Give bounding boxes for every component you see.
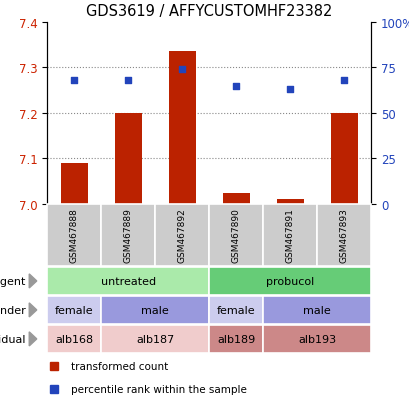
Text: GSM467888: GSM467888 (70, 208, 79, 263)
Bar (209, 204, 263, 266)
Bar (209, 325, 263, 353)
Text: female: female (216, 305, 255, 315)
Bar (61, 164, 88, 204)
Text: alb168: alb168 (55, 334, 93, 344)
Text: GSM467892: GSM467892 (177, 208, 186, 263)
Bar (47, 204, 101, 266)
Bar (101, 325, 209, 353)
Bar (316, 204, 370, 266)
Text: male: male (141, 305, 169, 315)
Bar (222, 193, 249, 204)
Bar (101, 296, 209, 324)
Text: percentile rank within the sample: percentile rank within the sample (71, 384, 247, 394)
Text: GSM467889: GSM467889 (124, 208, 132, 263)
Bar (115, 114, 141, 204)
Polygon shape (29, 303, 37, 317)
Bar (263, 296, 370, 324)
Bar (209, 267, 370, 295)
Bar (209, 296, 263, 324)
Text: probucol: probucol (265, 276, 313, 286)
Text: GSM467891: GSM467891 (285, 208, 294, 263)
Bar (276, 200, 303, 204)
Text: GSM467893: GSM467893 (339, 208, 348, 263)
Bar (47, 296, 101, 324)
Point (232, 83, 239, 90)
Title: GDS3619 / AFFYCUSTOMHF23382: GDS3619 / AFFYCUSTOMHF23382 (86, 4, 331, 19)
Bar (155, 204, 209, 266)
Text: individual: individual (0, 334, 26, 344)
Text: alb193: alb193 (297, 334, 335, 344)
Point (286, 87, 293, 93)
Bar (263, 325, 370, 353)
Text: agent: agent (0, 276, 26, 286)
Text: gender: gender (0, 305, 26, 315)
Text: female: female (55, 305, 93, 315)
Point (125, 78, 131, 84)
Bar (330, 114, 357, 204)
Point (178, 66, 185, 73)
Point (340, 78, 346, 84)
Bar (47, 325, 101, 353)
Polygon shape (29, 274, 37, 288)
Polygon shape (29, 332, 37, 346)
Text: alb189: alb189 (216, 334, 254, 344)
Bar (263, 204, 316, 266)
Text: male: male (302, 305, 330, 315)
Text: untreated: untreated (100, 276, 155, 286)
Bar (168, 52, 195, 204)
Text: GSM467890: GSM467890 (231, 208, 240, 263)
Point (71, 78, 77, 84)
Text: alb187: alb187 (136, 334, 174, 344)
Bar (47, 267, 209, 295)
Text: transformed count: transformed count (71, 361, 168, 371)
Bar (101, 204, 155, 266)
